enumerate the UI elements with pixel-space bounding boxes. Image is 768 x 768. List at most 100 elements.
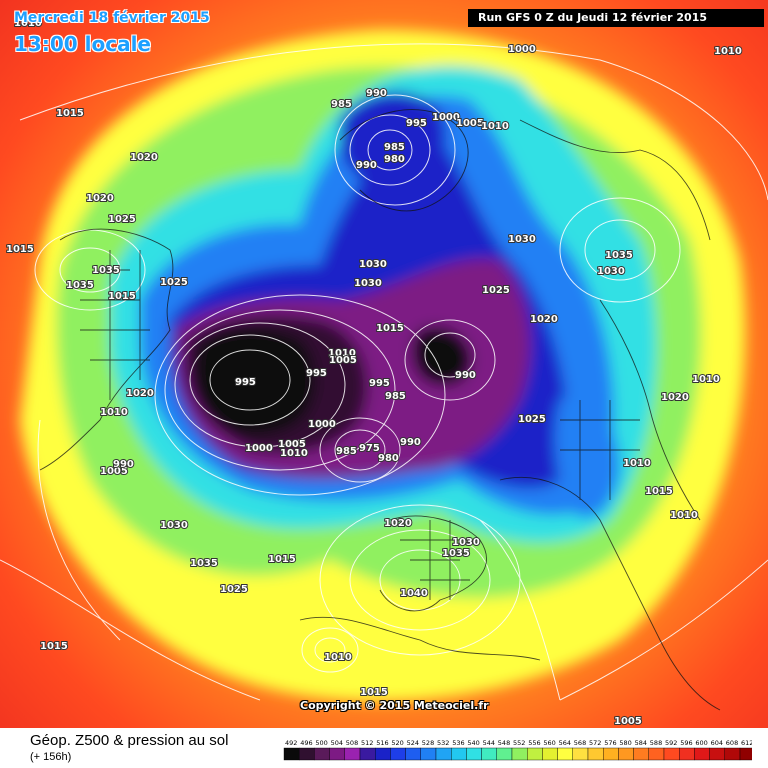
isobar-label: 1020: [130, 152, 158, 163]
colorbar-tick-label: 596: [680, 739, 692, 747]
colorbar-tick-label: 528: [422, 739, 434, 747]
colorbar-tick-label: 492: [285, 739, 297, 747]
isobar-label: 1000: [508, 44, 536, 55]
colorbar-swatch: [374, 747, 391, 761]
colorbar-legend: 492 496 500 504 508 512 516 520 524 528 532 536 540 5…: [283, 739, 752, 761]
colorbar-swatch: [739, 747, 752, 761]
isobar-label: 985: [385, 391, 406, 402]
isobar-label: 1005: [278, 439, 306, 450]
isobar-label: 1005: [614, 716, 642, 727]
forecast-date: Mercredi 18 février 2015: [14, 10, 210, 26]
colorbar-swatch: [694, 747, 710, 761]
colorbar-tick-label: 576: [604, 739, 616, 747]
isobar-label: 1020: [530, 314, 558, 325]
colorbar-tick-label: 604: [711, 739, 723, 747]
colorbar-swatch: [420, 747, 437, 761]
colorbar-tick-label: 572: [589, 739, 601, 747]
isobar-label: 1020: [384, 518, 412, 529]
colorbar-swatch: [299, 747, 315, 761]
colorbar-swatch: [511, 747, 528, 761]
colorbar-tick-label: 564: [559, 739, 571, 747]
colorbar-tick-label: 544: [483, 739, 495, 747]
isobar-label: 1015: [268, 554, 296, 565]
isobar-label: 1030: [508, 234, 536, 245]
forecast-lead-time: (+ 156h): [30, 751, 72, 763]
colorbar-tick-label: 588: [650, 739, 662, 747]
isobar-label: 995: [235, 377, 256, 388]
isobar-label: 1025: [518, 414, 546, 425]
colorbar-swatch: [314, 747, 330, 761]
colorbar-swatch: [359, 747, 376, 761]
isobar-label: 1015: [40, 641, 68, 652]
colorbar-tick-label: 548: [498, 739, 510, 747]
colorbar-tick-label: 524: [407, 739, 419, 747]
isobar-label: 1010: [324, 652, 352, 663]
isobar-label: 1030: [160, 520, 188, 531]
isobar-label: 1010: [481, 121, 509, 132]
colorbar-swatch: [450, 747, 467, 761]
isobar-label: 1010: [14, 18, 42, 29]
colorbar-swatch: [557, 747, 574, 761]
isobar-label: 995: [406, 118, 427, 129]
colorbar-swatch: [648, 747, 665, 761]
colorbar-tick-label: 600: [695, 739, 707, 747]
isobar-label: 1010: [670, 510, 698, 521]
isobar-label: 1020: [661, 392, 689, 403]
isobar-label: 1035: [92, 265, 120, 276]
colorbar-tick-label: 496: [300, 739, 312, 747]
isobar-label: 1005: [456, 118, 484, 129]
colorbar-tick-label: 516: [376, 739, 388, 747]
colorbar-tick-label: 532: [437, 739, 449, 747]
isobar-label: 1015: [376, 323, 404, 334]
height-field: [20, 30, 745, 701]
isobar-label: 985: [384, 142, 405, 153]
colorbar-tick-label: 568: [574, 739, 586, 747]
colorbar-swatch: [526, 747, 543, 761]
colorbar-swatch: [572, 747, 589, 761]
isobar-label: 990: [113, 459, 134, 470]
isobar-label: 1020: [86, 193, 114, 204]
colorbar-swatch: [618, 747, 634, 761]
north-atlantic-low: [340, 91, 446, 191]
isobar-label: 1010: [692, 374, 720, 385]
isobar-label: 1030: [354, 278, 382, 289]
colorbar-tick-label: 504: [331, 739, 343, 747]
colorbar-tick-label: 556: [528, 739, 540, 747]
isobar-label: 1035: [190, 558, 218, 569]
figure-title: Géop. Z500 & pression au sol: [30, 732, 229, 749]
colorbar-swatch: [435, 747, 452, 761]
colorbar-swatch: [663, 747, 680, 761]
isobar-label: 1015: [6, 244, 34, 255]
isobar-label: 1010: [100, 407, 128, 418]
colorbar-swatch: [542, 747, 558, 761]
colorbar-swatch: [283, 747, 300, 761]
colorbar-swatch: [466, 747, 482, 761]
colorbar-swatch: [633, 747, 650, 761]
forecast-time: 13:00 locale: [14, 32, 151, 56]
isobar-label: 1030: [452, 537, 480, 548]
colorbar-tick-label: 512: [361, 739, 373, 747]
isobar-label: 1025: [220, 584, 248, 595]
isobar-label: 990: [455, 370, 476, 381]
copyright-notice: Copyright © 2015 Meteociel.fr: [300, 699, 489, 712]
colorbar-tick-label: 508: [346, 739, 358, 747]
isobar-label: 1020: [126, 388, 154, 399]
isobar-label: 1025: [108, 214, 136, 225]
isobar-label: 990: [400, 437, 421, 448]
isobar-label: 1030: [597, 266, 625, 277]
run-info: Run GFS 0 Z du Jeudi 12 février 2015: [468, 9, 764, 27]
colorbar-tick-label: 560: [543, 739, 555, 747]
colorbar-swatch: [724, 747, 741, 761]
isobar-label: 1030: [359, 259, 387, 270]
isobar-label: 995: [369, 378, 390, 389]
isobar-label: 975: [359, 443, 380, 454]
isobar-label: 1035: [442, 548, 470, 559]
secondary-low-core: [412, 326, 472, 386]
colorbar-tick-label: 500: [315, 739, 327, 747]
isobar-label: 1015: [645, 486, 673, 497]
colorbar-swatch: [390, 747, 406, 761]
isobar-label: 1025: [160, 277, 188, 288]
coastlines: [39, 109, 721, 711]
